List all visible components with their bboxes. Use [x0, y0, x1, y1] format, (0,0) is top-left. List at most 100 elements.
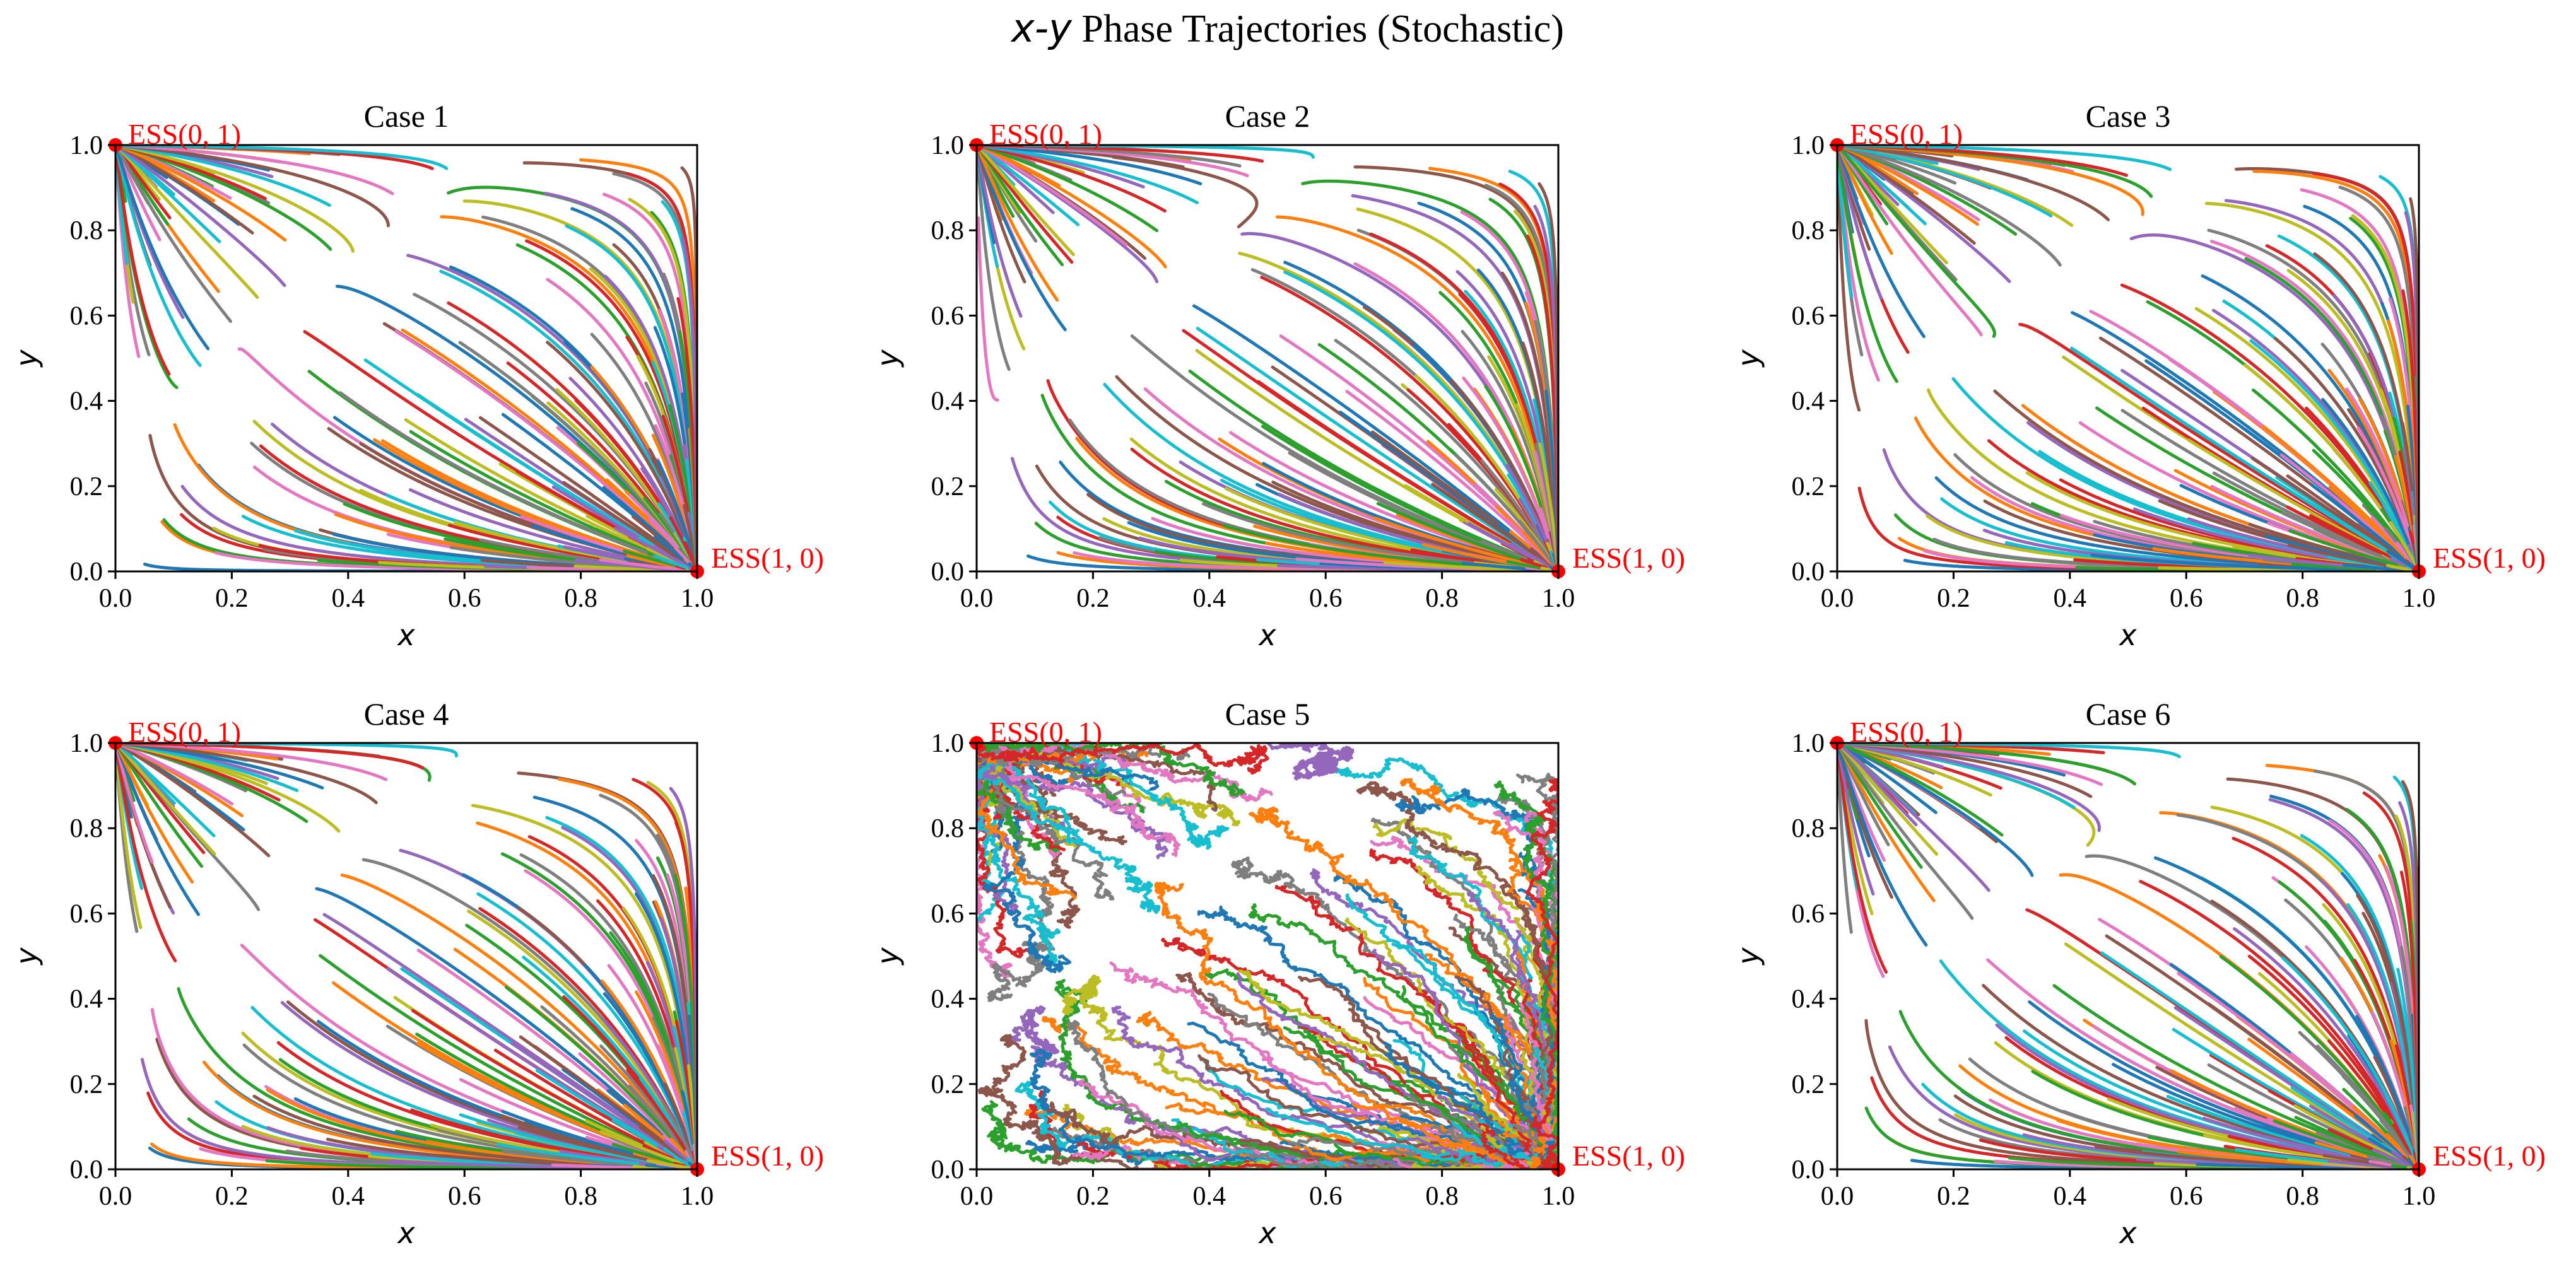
y-tick-label: 0.2	[70, 1070, 103, 1099]
ess-label-2: ESS(1, 0)	[2433, 542, 2546, 574]
trajectory-group	[977, 145, 1558, 571]
x-tick-label: 0.0	[960, 1182, 994, 1211]
x-tick-label: 0.6	[1309, 1182, 1343, 1211]
ess-label-1: ESS(0, 1)	[128, 118, 241, 150]
x-axis-label: x	[396, 1216, 415, 1250]
x-tick-label: 0.2	[1937, 584, 1970, 613]
x-tick-label: 0.4	[332, 584, 365, 613]
y-tick-label: 0.0	[70, 558, 103, 587]
x-axis-label: x	[1257, 618, 1276, 652]
y-tick-label: 0.6	[70, 899, 103, 928]
y-tick-label: 0.0	[931, 558, 965, 587]
x-tick-label: 0.6	[448, 584, 481, 613]
x-tick-label: 0.6	[2170, 1182, 2203, 1211]
y-tick-label: 1.0	[1792, 131, 1825, 160]
ess-label-1: ESS(0, 1)	[989, 716, 1102, 748]
y-axis-label: y	[871, 349, 905, 368]
x-tick-label: 0.2	[1937, 1182, 1970, 1211]
x-tick-label: 1.0	[681, 584, 714, 613]
x-tick-label: 0.6	[2170, 584, 2203, 613]
x-tick-label: 1.0	[2403, 584, 2436, 613]
y-tick-label: 1.0	[931, 729, 965, 758]
x-tick-label: 0.2	[215, 1182, 249, 1211]
x-tick-label: 0.4	[1193, 584, 1226, 613]
x-tick-label: 0.6	[448, 1182, 481, 1211]
trajectory-group	[1837, 145, 2419, 571]
subplot-case-1: ESS(0, 1)ESS(1, 0)0.0 0.2 0.4 0.6 0.8 1.00.00…	[9, 98, 824, 652]
y-tick-label: 0.8	[1792, 814, 1825, 843]
y-axis-label: y	[1731, 349, 1765, 368]
subplot-title: Case 1	[364, 98, 449, 134]
y-tick-label: 1.0	[70, 131, 103, 160]
y-tick-label: 0.2	[1792, 1070, 1825, 1099]
y-tick-label: 0.6	[70, 301, 103, 330]
x-tick-label: 0.8	[2286, 1182, 2319, 1211]
ess-label-1: ESS(0, 1)	[128, 716, 241, 748]
trajectory-group	[115, 145, 697, 571]
y-tick-label: 1.0	[1792, 729, 1825, 758]
x-tick-label: 0.8	[1425, 1182, 1459, 1211]
ess-label-1: ESS(0, 1)	[1850, 118, 1963, 150]
subplot-title: Case 4	[364, 696, 449, 732]
x-tick-label: 1.0	[681, 1182, 714, 1211]
y-tick-label: 0.2	[70, 472, 103, 501]
y-axis-label: y	[1731, 947, 1765, 966]
x-tick-label: 0.4	[332, 1182, 365, 1211]
trajectory-group	[1837, 743, 2419, 1169]
y-tick-label: 0.0	[70, 1155, 103, 1184]
x-tick-label: 1.0	[1542, 1182, 1575, 1211]
x-tick-label: 0.0	[99, 584, 132, 613]
y-tick-label: 0.0	[931, 1155, 965, 1184]
x-tick-label: 0.4	[2054, 1182, 2087, 1211]
x-tick-label: 0.2	[1076, 584, 1110, 613]
figure-title-rest: Phase Trajectories (Stochastic)	[1072, 8, 1564, 50]
y-tick-label: 0.4	[70, 985, 103, 1014]
x-tick-label: 0.8	[2286, 584, 2319, 613]
x-tick-label: 1.0	[1542, 584, 1575, 613]
y-tick-label: 0.6	[1792, 899, 1825, 928]
y-tick-label: 0.4	[1792, 985, 1825, 1014]
ess-label-2: ESS(1, 0)	[2433, 1140, 2546, 1172]
y-tick-label: 1.0	[931, 131, 965, 160]
subplot-case-4: ESS(0, 1) ESS(1, 0) 0.0 0.2 0.4 0.6 0.8 1.0 0.0 0…	[9, 696, 824, 1250]
x-tick-label: 0.2	[1076, 1182, 1110, 1211]
ess-label-1: ESS(0, 1)	[1850, 716, 1963, 748]
subplot-case-6: ESS(0, 1) ESS(1, 0) 0.0 0.2 0.4 0.6 0.8 1.0 0.0 0…	[1731, 696, 2546, 1250]
y-tick-label: 0.6	[931, 301, 965, 330]
subplot-case-3: ESS(0, 1)ESS(1, 0)0.0 0.2 0.4 0.6 0.8 1.00.00…	[1731, 98, 2546, 652]
ess-label-2: ESS(1, 0)	[711, 1140, 824, 1172]
y-tick-label: 0.8	[931, 814, 965, 843]
y-tick-label: 0.0	[1792, 1155, 1825, 1184]
y-tick-label: 0.4	[931, 985, 965, 1014]
y-tick-label: 0.2	[931, 1070, 965, 1099]
x-tick-label: 0.0	[1821, 1182, 1854, 1211]
y-tick-label: 0.2	[931, 472, 965, 501]
subplot-title: Case 6	[2086, 696, 2171, 732]
x-axis-label: x	[2118, 1216, 2137, 1250]
x-tick-label: 0.8	[564, 1182, 597, 1211]
subplot-case-5: ESS(0, 1) ESS(1, 0) 0.0 0.2 0.4 0.6 0.8 1.0 0.0 0…	[871, 696, 1685, 1250]
x-tick-label: 1.0	[2403, 1182, 2436, 1211]
figure-title: x-y Phase Trajectories (Stochastic)	[1010, 5, 1564, 51]
ess-label-2: ESS(1, 0)	[1572, 1140, 1685, 1172]
y-tick-label: 0.4	[70, 387, 103, 416]
x-tick-label: 0.8	[1425, 584, 1459, 613]
y-axis-label: y	[9, 349, 44, 368]
y-tick-label: 0.4	[931, 387, 965, 416]
x-tick-label: 0.0	[99, 1182, 132, 1211]
trajectory-group	[115, 743, 697, 1169]
y-tick-label: 0.8	[1792, 216, 1825, 245]
x-tick-label: 0.6	[1309, 584, 1343, 613]
trajectory-group	[977, 743, 1558, 1169]
x-axis-label: x	[1257, 1216, 1276, 1250]
x-axis-label: x	[396, 618, 415, 652]
x-tick-label: 0.0	[1821, 584, 1854, 613]
y-tick-label: 0.8	[70, 216, 103, 245]
subplot-grid: ESS(0, 1)ESS(1, 0)0.0 0.2 0.4 0.6 0.8 1.00.00…	[9, 98, 2546, 1250]
ess-label-1: ESS(0, 1)	[989, 118, 1102, 150]
y-axis-label: y	[871, 947, 905, 966]
x-tick-label: 0.4	[2054, 584, 2087, 613]
y-tick-label: 0.6	[1792, 301, 1825, 330]
y-tick-label: 1.0	[70, 729, 103, 758]
